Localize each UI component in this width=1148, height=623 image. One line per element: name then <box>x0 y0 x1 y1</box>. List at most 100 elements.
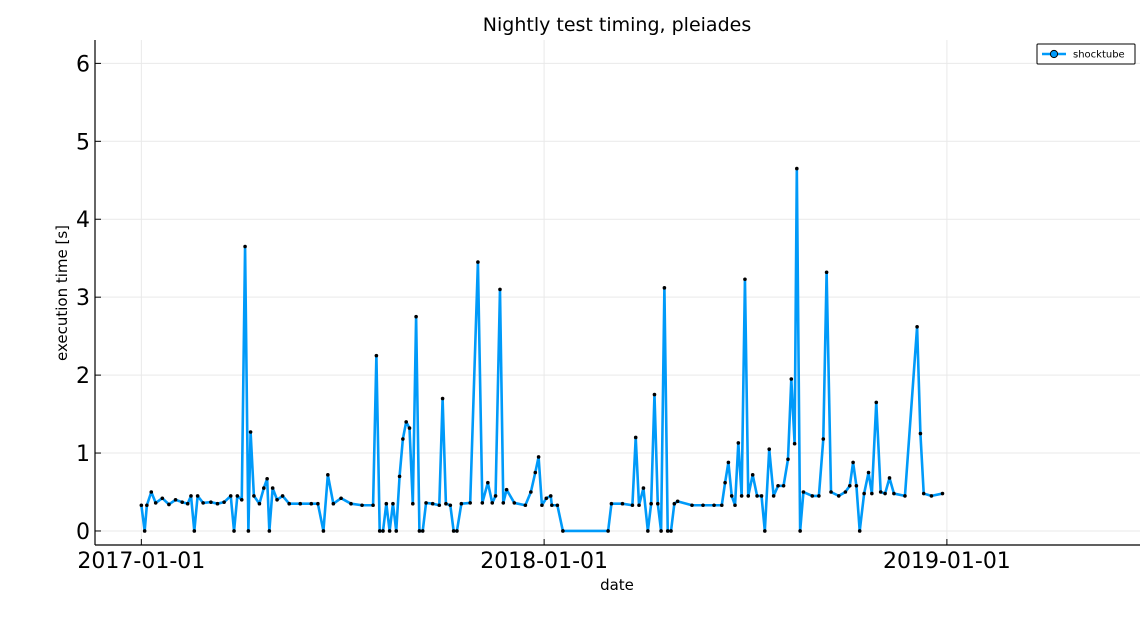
data-point <box>824 270 829 275</box>
y-tick-label: 4 <box>76 208 90 233</box>
data-point <box>862 491 866 496</box>
legend-marker-swatch <box>1049 49 1059 59</box>
data-point <box>789 377 794 381</box>
data-point <box>401 437 405 441</box>
data-point <box>536 455 541 459</box>
x-axis-label: date <box>600 576 634 594</box>
data-point <box>746 494 751 498</box>
data-point <box>381 529 385 533</box>
data-point <box>851 460 855 465</box>
data-point <box>309 501 314 506</box>
data-point <box>248 430 253 434</box>
data-point <box>391 501 395 506</box>
data-point <box>672 501 677 506</box>
data-point <box>857 529 862 533</box>
data-point <box>459 501 464 506</box>
data-point <box>139 503 144 508</box>
data-point <box>476 260 480 264</box>
data-point <box>142 529 147 533</box>
data-point <box>649 501 653 506</box>
data-point <box>280 494 285 498</box>
data-point <box>504 487 509 492</box>
data-point <box>903 494 907 498</box>
data-point <box>810 494 815 498</box>
data-point <box>544 496 549 501</box>
data-point <box>883 491 887 496</box>
data-point <box>659 529 663 533</box>
data-point <box>371 503 375 508</box>
data-point <box>561 529 565 533</box>
data-point <box>490 501 495 505</box>
data-point <box>331 501 336 506</box>
data-point <box>430 501 435 506</box>
data-point <box>275 498 279 502</box>
data-point <box>918 431 923 436</box>
data-point <box>160 496 165 501</box>
data-point <box>915 324 919 329</box>
data-point <box>655 501 660 506</box>
data-point <box>781 483 786 488</box>
data-point <box>246 529 251 533</box>
data-point <box>512 501 517 505</box>
data-point <box>387 529 392 533</box>
data-point <box>712 503 716 508</box>
series-markers <box>139 166 945 533</box>
data-point <box>878 490 883 494</box>
data-point <box>239 498 244 502</box>
data-point <box>195 494 200 498</box>
data-point <box>874 400 879 405</box>
y-tick-label: 1 <box>76 442 90 467</box>
data-point <box>192 529 197 533</box>
data-point <box>729 494 734 498</box>
data-point <box>929 494 934 498</box>
x-tick-label: 2017-01-01 <box>77 549 205 574</box>
data-point <box>633 435 638 440</box>
data-point <box>821 437 826 441</box>
data-point <box>940 491 945 496</box>
data-point <box>829 490 833 494</box>
y-tick-label: 6 <box>76 52 90 77</box>
data-point <box>149 490 154 494</box>
data-point <box>548 494 553 498</box>
data-point <box>417 529 422 533</box>
data-point <box>739 494 744 498</box>
data-point <box>723 480 727 485</box>
y-tick-label: 0 <box>76 520 90 545</box>
data-point <box>743 277 747 282</box>
data-point <box>801 490 806 494</box>
x-tick-label: 2019-01-01 <box>883 549 1011 574</box>
data-point <box>771 494 776 498</box>
data-point <box>414 314 418 319</box>
data-point <box>854 483 859 488</box>
data-point <box>523 503 528 508</box>
data-point <box>767 447 772 451</box>
data-point <box>437 503 442 508</box>
data-point <box>750 473 755 477</box>
data-point <box>411 501 415 506</box>
data-point <box>173 498 178 502</box>
data-point <box>606 529 610 533</box>
data-point <box>786 457 790 462</box>
data-point <box>493 494 498 498</box>
data-point <box>374 353 379 358</box>
data-point <box>377 529 382 533</box>
data-point <box>153 501 158 505</box>
data-point <box>533 470 538 475</box>
data-point <box>349 501 353 506</box>
data-point <box>440 396 445 401</box>
legend-entry-shocktube: shocktube <box>1073 50 1125 61</box>
data-point <box>620 501 625 506</box>
data-point <box>719 503 724 508</box>
data-point <box>262 486 266 490</box>
data-point <box>836 494 841 498</box>
legend-box <box>1036 43 1136 65</box>
data-point <box>235 494 240 498</box>
data-point <box>736 441 741 445</box>
data-point <box>407 426 412 430</box>
data-point <box>480 501 485 505</box>
chart-title: Nightly test timing, pleiades <box>483 14 751 36</box>
data-point <box>451 529 456 533</box>
data-point <box>397 474 402 479</box>
data-point <box>265 476 269 481</box>
